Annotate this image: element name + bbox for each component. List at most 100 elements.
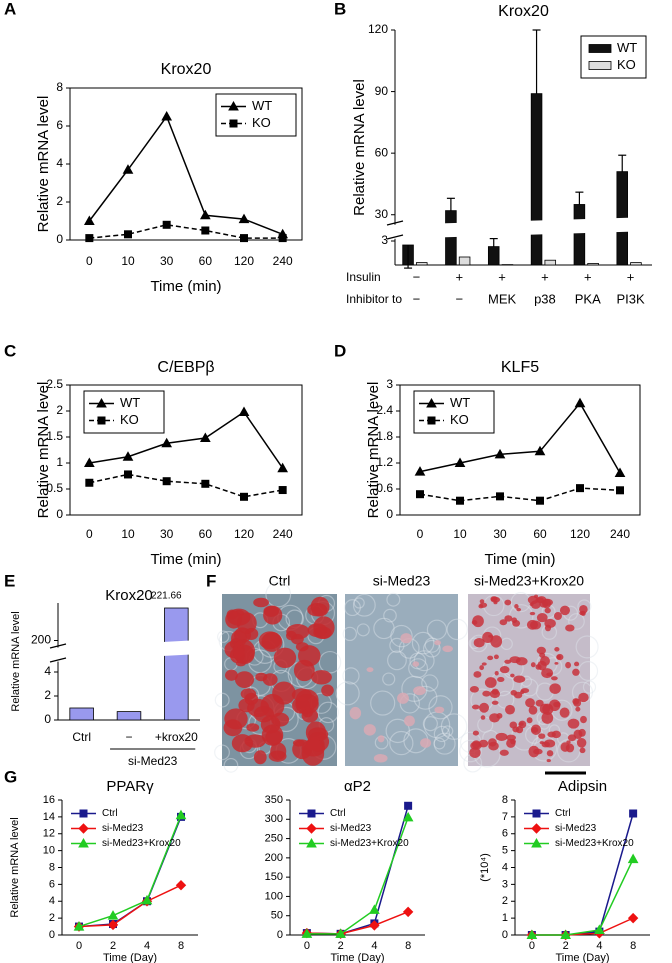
- stain-spot: [525, 698, 535, 708]
- stain-spot: [491, 700, 499, 705]
- y-tick-label: 0: [44, 712, 51, 726]
- image-caption: Ctrl: [269, 573, 291, 589]
- cell-outline: [441, 725, 454, 737]
- y-tick-label: 250: [265, 832, 283, 844]
- stain-spot: [531, 726, 539, 733]
- marker: [240, 492, 248, 501]
- stain-spot: [495, 732, 508, 741]
- y-tick-label: 1: [502, 912, 508, 924]
- y-tick-label: 2.4: [376, 403, 393, 417]
- bar: [587, 262, 599, 266]
- stain-spot: [480, 715, 486, 720]
- legend-frame: [413, 390, 495, 434]
- y-tick-label: 1: [56, 455, 63, 469]
- stain-spot: [400, 633, 413, 644]
- marker: [627, 853, 639, 864]
- row-label: Inhibitor to: [346, 292, 402, 306]
- stain-spot: [244, 692, 259, 706]
- y-tick-label: 14: [43, 811, 55, 823]
- stain-spot: [481, 662, 487, 666]
- series-line: [419, 401, 621, 474]
- stain-spot: [535, 699, 544, 707]
- marker: [122, 164, 134, 174]
- legend-label: WT: [252, 98, 272, 113]
- x-tick-label: 4: [596, 940, 602, 952]
- x-tick-label: 0: [304, 940, 310, 952]
- y-tick-label: 4: [502, 861, 508, 873]
- bar: [544, 259, 557, 266]
- marker: [496, 492, 504, 501]
- stain-spot: [499, 749, 509, 756]
- cell-outline: [446, 618, 468, 641]
- stain-spot: [413, 686, 426, 696]
- y-axis-label: Relative mRNA level: [35, 382, 52, 519]
- break-mark: [386, 220, 404, 226]
- cell-outline: [401, 675, 428, 702]
- y-axis-label: Relative mRNA level: [35, 96, 52, 233]
- stain-spot: [538, 733, 546, 739]
- cell-outline: [424, 637, 440, 653]
- stain-spot: [363, 724, 376, 736]
- series-line: [531, 858, 634, 936]
- legend-frame: [215, 93, 297, 137]
- x-tick-label: 8: [178, 940, 184, 952]
- marker: [201, 226, 210, 235]
- series-line: [78, 884, 182, 928]
- cell-outline: [469, 634, 488, 653]
- cell-outline: [342, 667, 360, 685]
- cell-outline: [373, 617, 395, 640]
- stain-spot: [554, 647, 560, 652]
- x-tick-label: 120: [234, 254, 254, 268]
- y-tick-label: 3: [386, 377, 393, 391]
- cell-outline: [459, 739, 482, 763]
- y-tick-label: 0.5: [46, 481, 63, 495]
- legend-label: si-Med23+Krox20: [102, 838, 181, 849]
- y-tick-label: 2.5: [46, 377, 63, 391]
- cell-outline: [352, 593, 376, 617]
- marker: [124, 470, 132, 479]
- stain-spot: [559, 605, 570, 616]
- marker: [369, 920, 380, 931]
- stain-spot: [253, 597, 269, 608]
- y-tick-label: 200: [265, 852, 283, 864]
- stain-spot: [246, 723, 260, 732]
- cell-outline: [386, 592, 401, 607]
- legend-marker: [427, 416, 436, 425]
- x-tick-label: PKA: [575, 291, 601, 306]
- legend-label: si-Med23: [330, 823, 372, 834]
- chart-title: PPARγ: [106, 778, 154, 795]
- x-tick-label: 240: [273, 527, 293, 541]
- y-tick-label: 16: [43, 794, 55, 806]
- y-tick-label: 60: [375, 145, 389, 159]
- stain-spot: [529, 602, 534, 606]
- stain-spot: [567, 718, 580, 729]
- y-tick-label: 4: [56, 156, 63, 170]
- stain-spot: [434, 706, 445, 714]
- x-tick-label: 8: [405, 940, 411, 952]
- chart-title: C/EBPβ: [157, 359, 214, 376]
- cell-outline: [408, 658, 429, 679]
- x-tick-label: +: [455, 269, 463, 284]
- cell-outline: [390, 624, 413, 648]
- stain-spot: [473, 638, 485, 648]
- stain-spot: [515, 657, 528, 666]
- stain-spot: [572, 668, 580, 676]
- stain-spot: [373, 754, 388, 763]
- marker: [614, 467, 626, 477]
- stain-spot: [223, 719, 243, 737]
- marker: [494, 448, 506, 459]
- stain-spot: [493, 600, 498, 605]
- y-tick-label: 350: [265, 794, 283, 806]
- marker: [85, 478, 94, 487]
- bar: [445, 210, 457, 266]
- y-tick-label: 1.2: [376, 455, 393, 469]
- y-tick-label: 3: [502, 878, 508, 890]
- y-tick-label: 0: [386, 507, 393, 521]
- marker: [278, 234, 287, 243]
- x-tick-label: 60: [199, 254, 213, 268]
- x-tick-label: +krox20: [155, 730, 198, 744]
- cell-outline: [318, 650, 342, 674]
- stain-spot: [308, 727, 329, 742]
- marker: [454, 457, 466, 467]
- panel-label: F: [206, 571, 216, 590]
